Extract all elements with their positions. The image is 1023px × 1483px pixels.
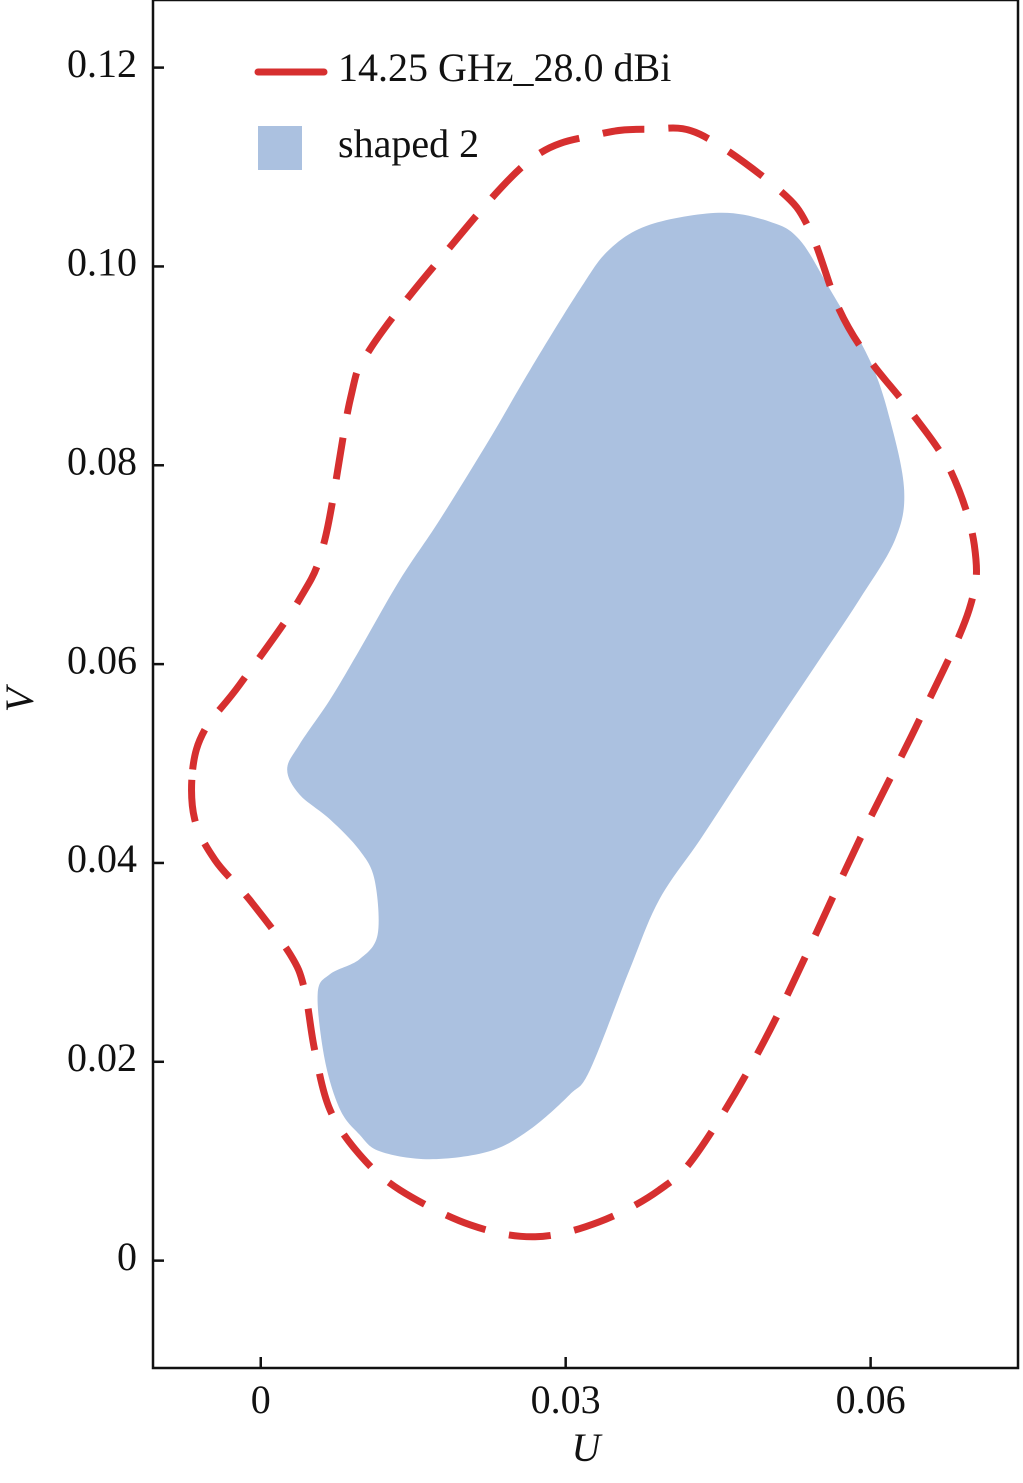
plot-area — [188, 124, 981, 1241]
x-tick-label: 0 — [251, 1377, 271, 1422]
y-tick-label: 0 — [117, 1234, 137, 1279]
y-axis-label: V — [0, 683, 42, 712]
x-tick-label: 0.03 — [531, 1377, 601, 1422]
contour — [188, 124, 981, 1241]
legend-swatch — [258, 126, 302, 170]
legend-label: shaped 2 — [338, 121, 479, 166]
y-tick-label: 0.02 — [67, 1035, 137, 1080]
y-tick-label: 0.06 — [67, 637, 137, 682]
y-tick-label: 0.08 — [67, 438, 137, 483]
x-axis-label: U — [572, 1425, 604, 1470]
y-tick-label: 0.10 — [67, 240, 137, 285]
legend-label: 14.25 GHz_28.0 dBi — [338, 45, 671, 90]
contour — [287, 212, 905, 1160]
x-tick-label: 0.06 — [836, 1377, 906, 1422]
y-tick-label: 0.12 — [67, 41, 137, 86]
axes-frame — [151, 0, 1020, 1370]
y-tick-label: 0.04 — [67, 836, 137, 881]
